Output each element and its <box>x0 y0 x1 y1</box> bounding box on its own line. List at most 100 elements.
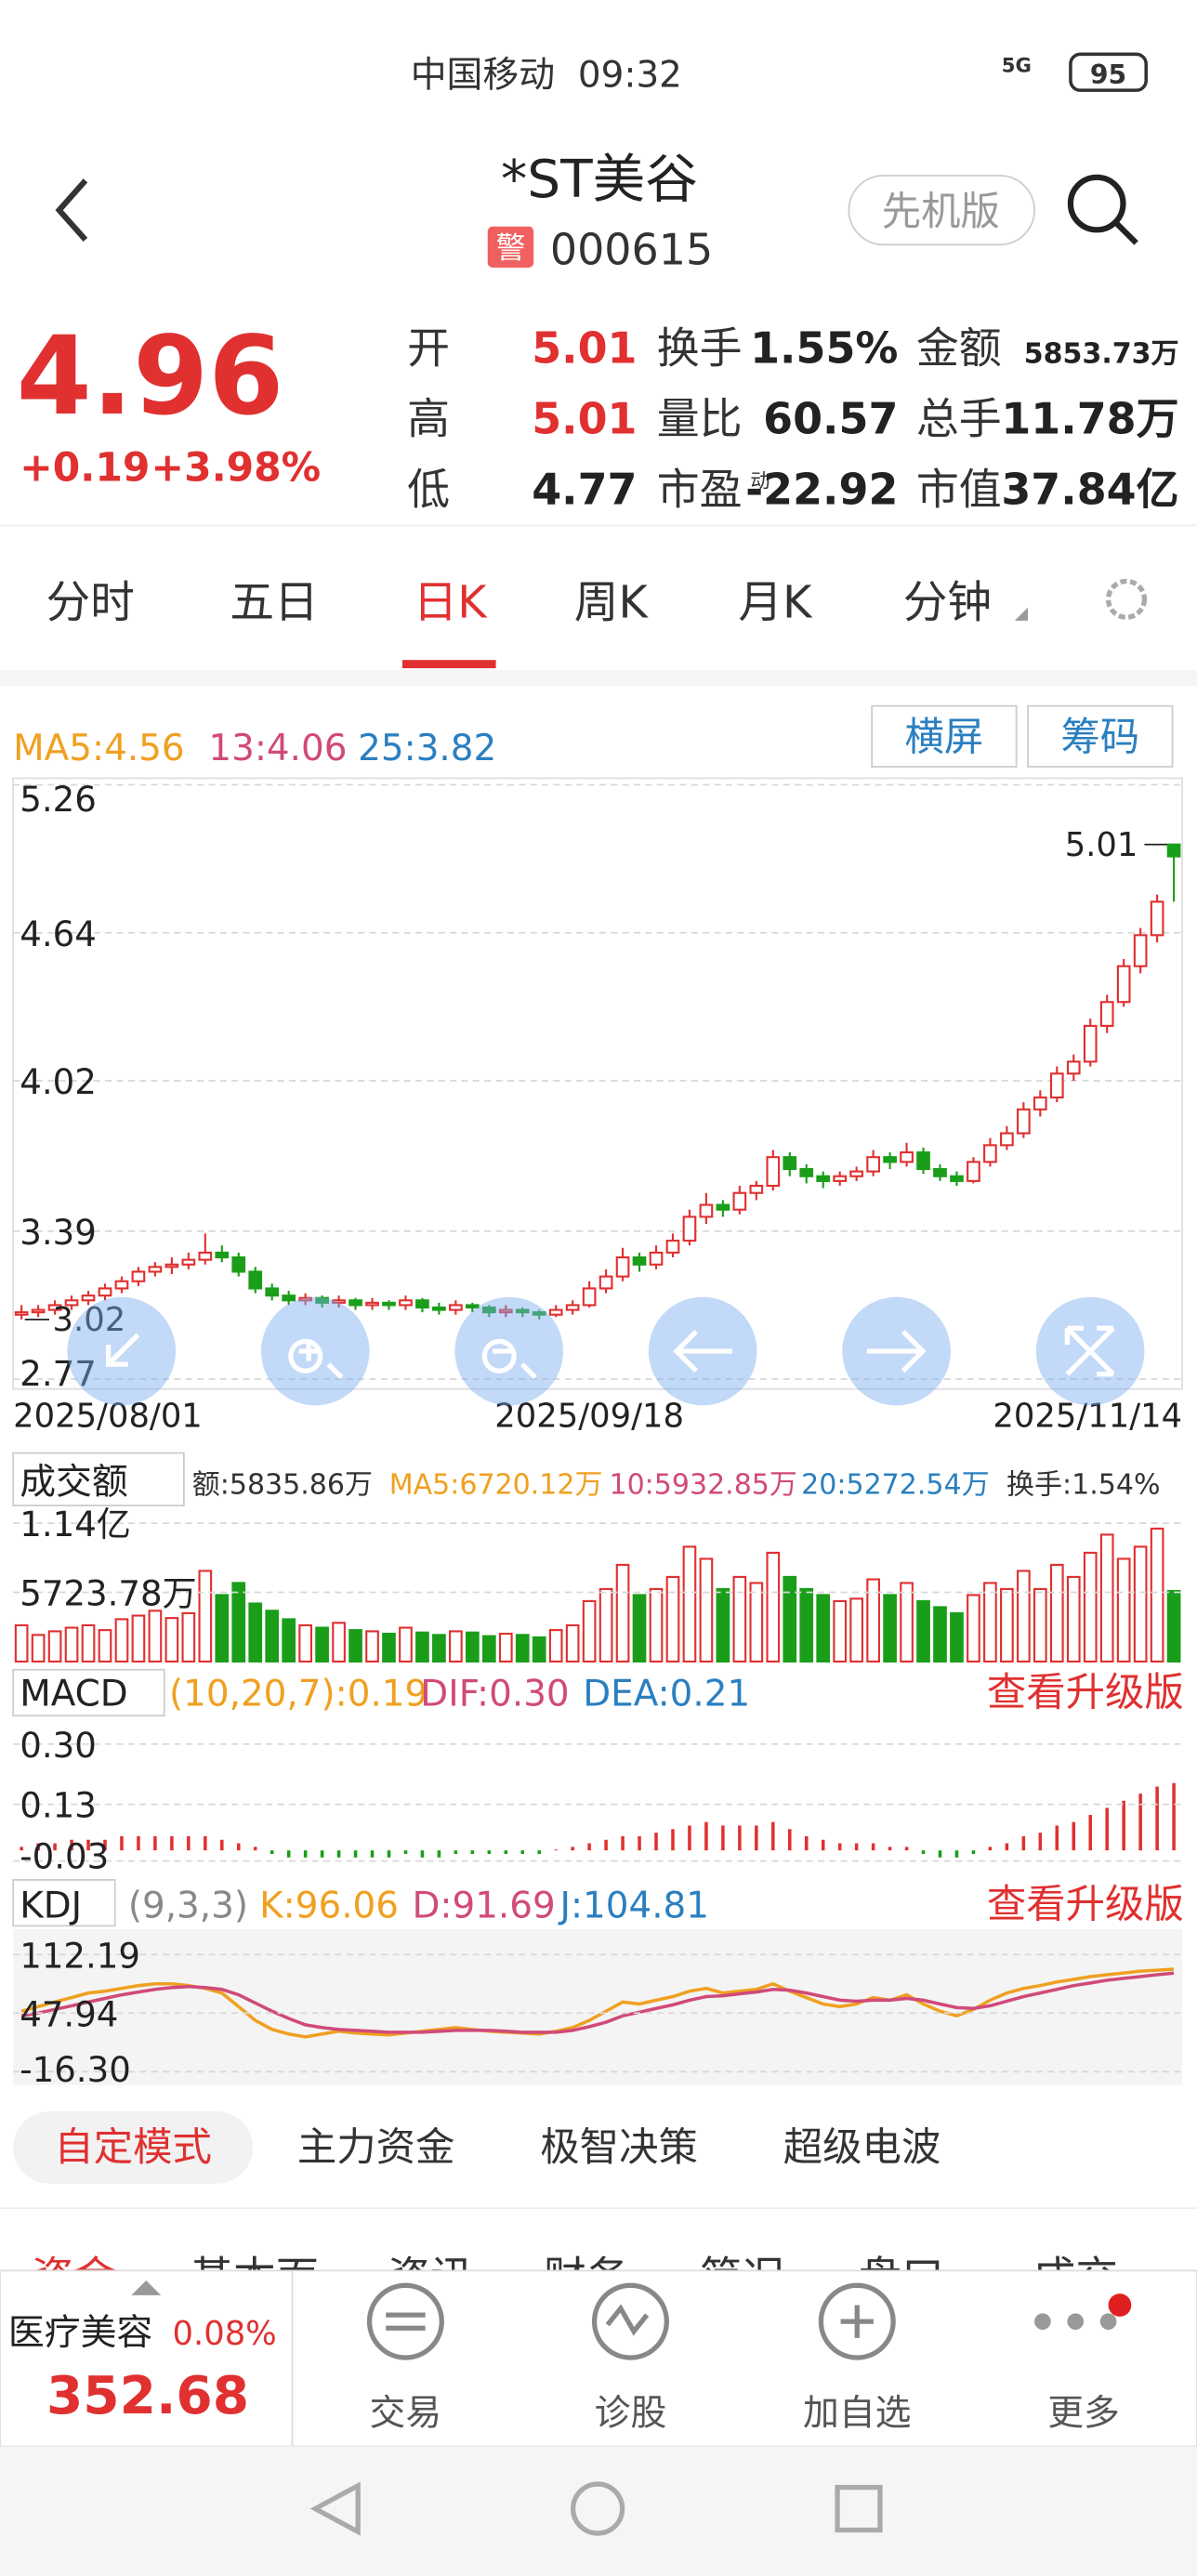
candle-body <box>31 1308 46 1314</box>
volume-bar <box>349 1629 362 1663</box>
y-tick-label: 3.39 <box>20 1213 97 1253</box>
volume-bar <box>598 1587 613 1663</box>
candle-body <box>432 1306 446 1311</box>
chart-button[interactable] <box>1027 704 1174 768</box>
mode-tab[interactable]: 超级电波 <box>783 2124 941 2170</box>
candle-body <box>148 1266 163 1273</box>
stat-label: 市盈 <box>657 464 743 514</box>
battery <box>1069 52 1148 92</box>
prior-version-button[interactable] <box>848 175 1035 246</box>
volume-bar <box>766 1551 781 1663</box>
search-button[interactable] <box>1067 174 1126 233</box>
notify-dot <box>1108 2293 1132 2317</box>
volume-bar <box>950 1611 964 1663</box>
chart-control-icon <box>673 1329 732 1373</box>
indicator-label: J:104.81 <box>557 1886 709 1927</box>
volume-bar <box>282 1618 296 1663</box>
candle-body <box>732 1191 747 1211</box>
volume-bar <box>967 1594 980 1663</box>
high-label: 5.01 <box>1065 826 1138 864</box>
chart-button-label[interactable]: 筹码 <box>1060 714 1139 759</box>
y-tick-label: 5723.78万 <box>20 1574 197 1614</box>
mode-tab[interactable]: 主力资金 <box>297 2124 455 2170</box>
more-dot <box>1099 2313 1117 2330</box>
action-label[interactable]: 更多 <box>1047 2392 1120 2434</box>
action-icon[interactable] <box>591 2282 669 2360</box>
nav-back[interactable] <box>309 2481 361 2536</box>
sector-name[interactable]: 医疗美容 <box>8 2312 152 2354</box>
volume-bar <box>682 1545 697 1663</box>
y-tick-label: 0.13 <box>20 1786 97 1826</box>
action-icon[interactable] <box>366 2282 444 2360</box>
sector-index: 352.68 <box>46 2366 249 2426</box>
candle-body <box>382 1301 396 1307</box>
indicator-name[interactable]: KDJ <box>20 1886 82 1927</box>
candle-body <box>1166 843 1181 858</box>
volume-bar <box>64 1626 79 1663</box>
volume-bar <box>866 1578 880 1663</box>
candle-body <box>515 1308 530 1314</box>
nav-recent[interactable] <box>835 2484 883 2533</box>
stock-code: 000615 <box>550 224 713 274</box>
candle-body <box>883 1156 897 1163</box>
sector-arrow <box>131 2280 162 2295</box>
mode-pill <box>13 2111 254 2184</box>
volume-bar <box>131 1614 146 1663</box>
change: +0.19 <box>20 445 150 491</box>
candle-body <box>598 1275 613 1290</box>
candle-body <box>415 1299 429 1309</box>
volume-bar <box>265 1610 280 1663</box>
indicator-selector[interactable] <box>12 1452 185 1506</box>
price: 4.96 <box>17 314 284 440</box>
action-icon[interactable] <box>818 2282 896 2360</box>
prior-version-label[interactable]: 先机版 <box>882 189 1000 234</box>
period-tab[interactable]: 五日 <box>230 577 318 628</box>
period-tab[interactable]: 周K <box>574 577 650 628</box>
volume-bar <box>98 1629 112 1663</box>
candle-body <box>900 1150 914 1163</box>
volume-bar <box>900 1582 914 1663</box>
volume-bar <box>47 1630 62 1663</box>
settings-button[interactable] <box>1105 578 1148 620</box>
action-label[interactable]: 诊股 <box>595 2392 667 2434</box>
upgrade-link[interactable]: 查看升级版 <box>987 1882 1184 1927</box>
y-tick-label: 112.19 <box>20 1936 140 1976</box>
chart-button-label[interactable]: 横屏 <box>905 714 984 759</box>
chart-control-icon <box>1064 1325 1115 1377</box>
back-button[interactable] <box>55 178 88 242</box>
volume-bar <box>399 1626 413 1663</box>
candle-body <box>1033 1096 1047 1111</box>
period-tab[interactable]: 月K <box>738 577 813 628</box>
indicator-selector[interactable] <box>12 1879 116 1927</box>
indicator-name[interactable]: 成交额 <box>20 1462 128 1504</box>
volume-bar <box>248 1602 263 1663</box>
volume-bar <box>1116 1557 1131 1663</box>
period-tab[interactable]: 分时 <box>46 577 135 628</box>
y-tick-label: -0.03 <box>20 1837 109 1877</box>
volume-bar <box>548 1629 563 1663</box>
action-label[interactable]: 加自选 <box>803 2392 912 2434</box>
chart-control-icon <box>105 1333 140 1367</box>
mode-tab[interactable]: 自定模式 <box>54 2124 212 2170</box>
indicator-name[interactable]: MACD <box>20 1674 127 1715</box>
period-tab[interactable]: 分钟 <box>903 577 992 628</box>
candle-body <box>833 1175 848 1182</box>
action-label[interactable]: 交易 <box>370 2392 442 2434</box>
candle-body <box>231 1255 246 1273</box>
chart-button[interactable] <box>871 704 1018 768</box>
upgrade-link[interactable]: 查看升级版 <box>987 1670 1184 1715</box>
volume-bar <box>716 1587 730 1663</box>
volume-bar <box>699 1557 714 1663</box>
mode-tab[interactable]: 极智决策 <box>540 2124 698 2170</box>
candle-body <box>1116 965 1131 1004</box>
indicator-selector[interactable] <box>12 1668 165 1717</box>
volume-bar <box>1150 1527 1164 1663</box>
candle-body <box>399 1299 413 1307</box>
candle-body <box>1000 1132 1014 1147</box>
candle-body <box>682 1216 697 1242</box>
period-tab[interactable]: 日K <box>414 577 489 628</box>
volume-bar <box>1066 1575 1081 1663</box>
nav-home[interactable] <box>570 2481 625 2536</box>
stat-value: 37.84亿 <box>1001 464 1178 514</box>
